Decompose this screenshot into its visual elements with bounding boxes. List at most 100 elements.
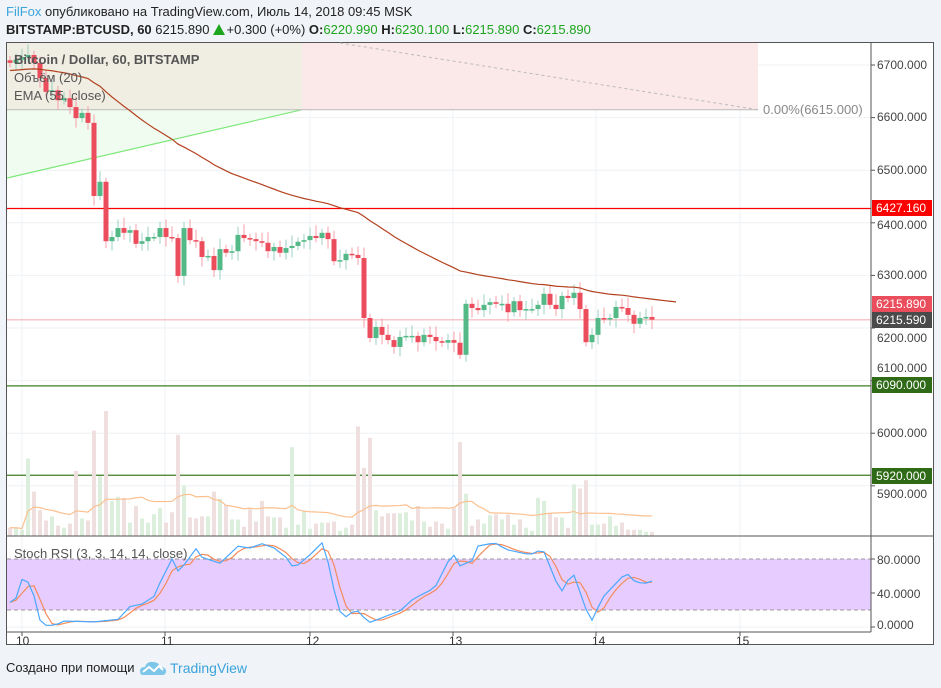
candle-body: [319, 232, 325, 239]
candle-body: [493, 302, 499, 304]
candle-body: [649, 316, 655, 320]
volume-ma-line: [10, 493, 653, 530]
candle-body: [625, 308, 631, 315]
volume-bar: [434, 521, 438, 536]
low-label: L:: [452, 22, 466, 37]
volume-bar: [380, 516, 384, 536]
volume-bar: [236, 519, 240, 536]
volume-bar: [464, 493, 468, 536]
volume-bar: [500, 519, 504, 536]
footer-text: Создано при помощи: [6, 660, 135, 675]
candle-body: [397, 336, 403, 347]
candle-body: [487, 302, 493, 305]
volume-bar: [410, 520, 414, 536]
volume-bar: [218, 498, 222, 536]
volume-bar: [182, 485, 186, 536]
volume-bar: [134, 506, 138, 536]
resistance-price-label: 6427.160: [872, 200, 932, 216]
volume-bar: [212, 491, 216, 536]
volume-bar: [554, 517, 558, 536]
time-tick: 13: [449, 634, 463, 648]
volume-bar: [224, 505, 228, 536]
candle-body: [223, 249, 229, 253]
volume-bar: [326, 522, 330, 536]
candle-body: [409, 335, 415, 338]
candle-body: [49, 90, 55, 92]
candle-body: [643, 316, 649, 319]
legend-volume[interactable]: Объём (20): [14, 70, 83, 85]
volume-bars: [8, 411, 654, 536]
tradingview-link[interactable]: TradingView: [170, 660, 248, 676]
volume-bar: [530, 530, 534, 536]
time-tick: 12: [306, 634, 320, 648]
price-tick: 5900.000: [877, 487, 928, 501]
candle-body: [481, 304, 487, 311]
volume-bar: [200, 516, 204, 536]
volume-bar: [248, 509, 252, 536]
legend-ema[interactable]: EMA (55, close): [14, 88, 106, 103]
volume-bar: [332, 521, 336, 536]
candle-body: [343, 253, 349, 261]
candle-body: [619, 306, 625, 309]
volume-bar: [188, 517, 192, 536]
candle-body: [457, 342, 463, 355]
candle-body: [151, 237, 157, 239]
volume-bar: [14, 527, 18, 536]
candle-body: [187, 228, 193, 241]
candle-body: [61, 98, 67, 101]
tradingview-cloud-icon[interactable]: [140, 659, 166, 677]
candle-body: [637, 318, 643, 324]
candle-body: [517, 301, 523, 311]
price-tick: 6200.000: [877, 331, 928, 345]
legend-title[interactable]: Bitcoin / Dollar, 60, BITSTAMP: [14, 52, 200, 67]
volume-bar: [206, 516, 210, 536]
volume-bar: [608, 516, 612, 536]
candle-body: [55, 90, 61, 101]
volume-bar: [536, 497, 540, 536]
candle-body: [349, 253, 355, 256]
price-change: +0.300 (+0%): [226, 22, 306, 37]
fib-zone-pink: [302, 43, 758, 110]
candle-body: [157, 228, 163, 238]
publish-info: FilFox опубликовано на TradingView.com, …: [6, 4, 412, 19]
volume-bar: [578, 488, 582, 536]
publish-text: опубликовано на TradingView.com, Июль 14…: [45, 4, 413, 19]
author-link[interactable]: FilFox: [6, 4, 42, 19]
high-value: 6230.100: [394, 22, 450, 37]
close-label: C:: [522, 22, 537, 37]
volume-bar: [560, 517, 564, 536]
candle-body: [613, 306, 619, 319]
current-price-label: 6215.590: [872, 312, 932, 328]
volume-bar: [272, 517, 276, 536]
volume-bar: [620, 522, 624, 536]
candle-body: [583, 309, 589, 343]
candle-body: [361, 258, 367, 319]
legend-stoch[interactable]: Stoch RSI (3, 3, 14, 14, close): [14, 546, 188, 561]
support-price-label-2: 5920.000: [872, 468, 932, 484]
time-tick: 14: [592, 634, 606, 648]
volume-bar: [44, 520, 48, 536]
candle-body: [121, 228, 127, 233]
candle-body: [415, 335, 421, 343]
candle-body: [523, 309, 529, 311]
candle-body: [337, 260, 343, 262]
axes: [7, 43, 934, 636]
volume-bar: [50, 516, 54, 536]
candle-body: [559, 295, 565, 310]
candle-body: [103, 181, 109, 242]
volume-bar: [176, 434, 180, 536]
symbol-info: BITSTAMP:BTCUSD, 60 6215.890 +0.300 (+0%)…: [6, 22, 591, 37]
candle-body: [211, 255, 217, 271]
close-value: 6215.890: [536, 22, 591, 37]
volume-bar: [488, 515, 492, 536]
candle-body: [85, 112, 91, 123]
volume-bar: [338, 530, 342, 536]
candle-body: [127, 230, 133, 233]
volume-bar: [278, 517, 282, 536]
candle-body: [403, 335, 409, 338]
volume-bar: [230, 519, 234, 536]
candle-body: [259, 241, 265, 243]
volume-bar: [140, 518, 144, 536]
candle-body: [547, 293, 553, 305]
